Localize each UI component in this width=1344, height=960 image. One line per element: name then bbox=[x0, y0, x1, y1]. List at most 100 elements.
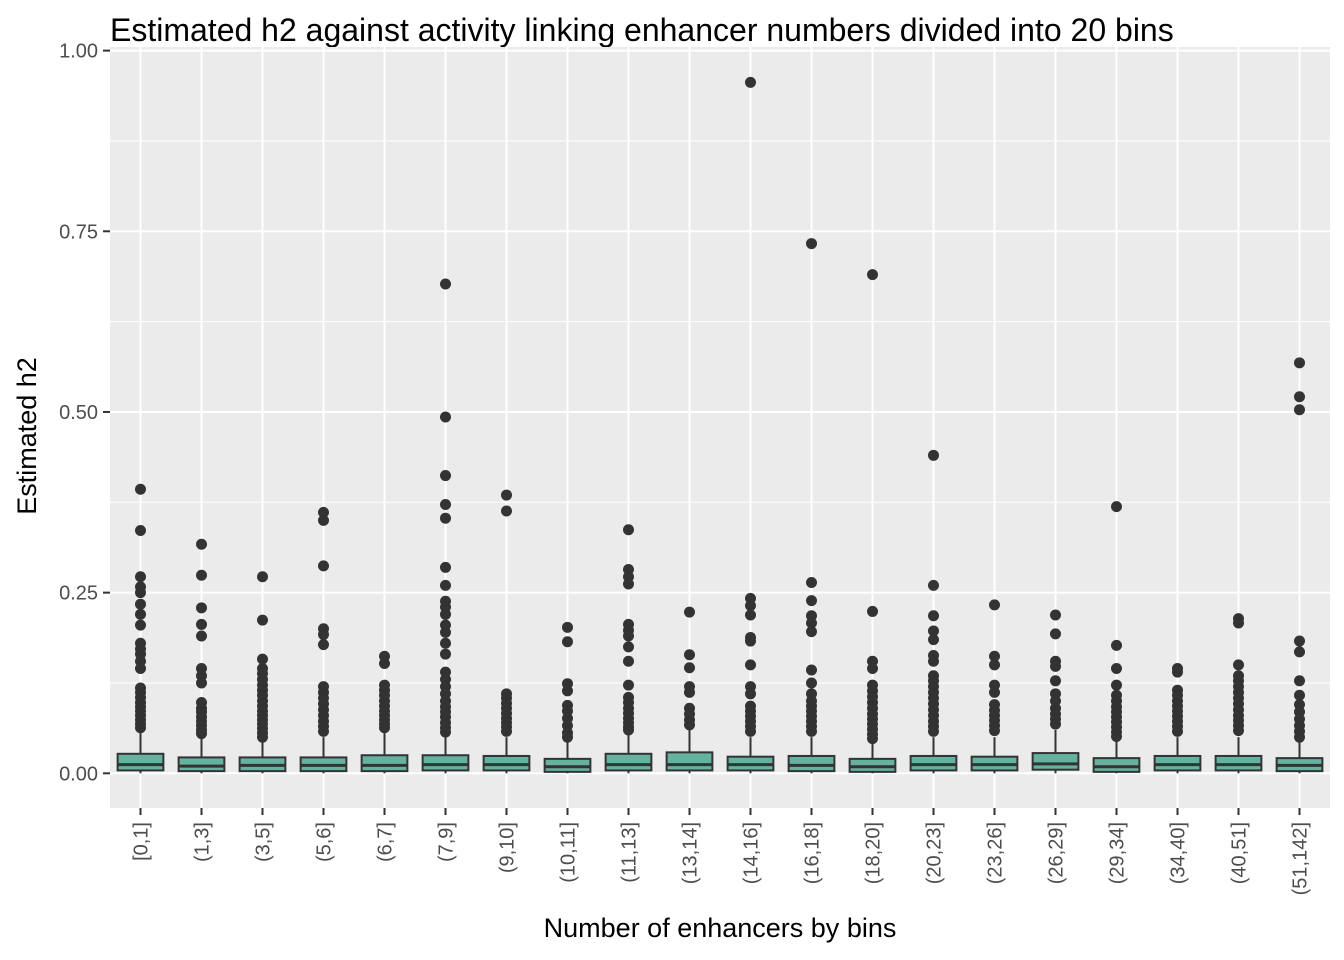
box-(10,11] bbox=[543, 621, 592, 774]
outlier-point bbox=[135, 663, 146, 675]
outlier-point bbox=[1233, 725, 1244, 737]
outlier-point bbox=[867, 605, 878, 617]
outlier-point bbox=[440, 278, 451, 290]
box-iqr bbox=[177, 756, 226, 773]
outlier-point bbox=[135, 587, 146, 599]
outlier-point bbox=[1111, 679, 1122, 691]
outlier-point bbox=[135, 483, 146, 495]
outlier-point bbox=[806, 617, 817, 629]
outlier-point bbox=[440, 411, 451, 423]
outlier-point bbox=[379, 657, 390, 669]
outlier-point bbox=[1233, 659, 1244, 671]
outlier-point bbox=[196, 728, 207, 740]
outlier-point bbox=[562, 731, 573, 743]
x-tick-label: (20,23] bbox=[924, 822, 946, 884]
outlier-point bbox=[806, 595, 817, 607]
box-(18,20] bbox=[848, 269, 897, 774]
outlier-point bbox=[623, 724, 634, 736]
box-(11,13] bbox=[604, 524, 653, 774]
box-(16,18] bbox=[787, 238, 836, 774]
y-tick-label: 0.25 bbox=[59, 583, 98, 605]
outlier-point bbox=[623, 655, 634, 667]
box-(3,5] bbox=[238, 571, 287, 774]
outlier-point bbox=[318, 560, 329, 572]
x-tick-label: (1,3] bbox=[192, 822, 214, 862]
outlier-point bbox=[562, 621, 573, 633]
x-tick-label: (10,11] bbox=[558, 822, 580, 883]
outlier-point bbox=[318, 506, 329, 518]
outlier-point bbox=[440, 579, 451, 591]
outlier-point bbox=[928, 655, 939, 667]
outlier-point bbox=[867, 733, 878, 745]
plot-panel bbox=[110, 47, 1330, 808]
box-(34,40] bbox=[1153, 663, 1202, 774]
outlier-point bbox=[745, 76, 756, 88]
x-tick-label: (11,13] bbox=[619, 822, 641, 883]
box-iqr bbox=[421, 754, 470, 772]
outlier-point bbox=[440, 626, 451, 638]
outlier-point bbox=[1050, 675, 1061, 687]
outlier-point bbox=[135, 598, 146, 610]
outlier-point bbox=[928, 449, 939, 461]
outlier-point bbox=[196, 630, 207, 642]
outlier-point bbox=[501, 489, 512, 501]
x-tick-label: (29,34] bbox=[1107, 822, 1129, 884]
outlier-point bbox=[928, 725, 939, 737]
outlier-point bbox=[1111, 730, 1122, 742]
x-tick-label: (3,5] bbox=[253, 822, 275, 862]
box-(14,16] bbox=[726, 76, 775, 774]
outlier-point bbox=[745, 725, 756, 737]
outlier-point bbox=[1294, 635, 1305, 647]
box-(7,9] bbox=[421, 278, 470, 774]
box-(13,14] bbox=[665, 606, 714, 774]
outlier-point bbox=[562, 636, 573, 648]
outlier-point bbox=[440, 608, 451, 620]
outlier-point bbox=[1294, 391, 1305, 403]
x-axis: [0,1] (1,3] (3,5] (5,6] (6,7] (7,9] (9,10] (10,… bbox=[131, 808, 1312, 895]
outlier-point bbox=[1111, 501, 1122, 513]
x-tick-label: (6,7] bbox=[375, 822, 397, 862]
x-tick-label: (51,142] bbox=[1290, 822, 1312, 895]
outlier-point bbox=[867, 269, 878, 281]
outlier-point bbox=[501, 505, 512, 517]
outlier-point bbox=[928, 625, 939, 637]
x-tick-label: (13,14] bbox=[680, 822, 702, 884]
outlier-point bbox=[1294, 689, 1305, 701]
y-tick-label: 1.00 bbox=[59, 41, 98, 63]
outlier-point bbox=[684, 649, 695, 661]
outlier-point bbox=[440, 512, 451, 524]
box-(40,51] bbox=[1214, 613, 1263, 774]
box-iqr bbox=[1092, 757, 1141, 773]
outlier-point bbox=[1172, 666, 1183, 678]
box-(51,142] bbox=[1275, 357, 1324, 774]
outlier-point bbox=[562, 685, 573, 697]
outlier-point bbox=[196, 677, 207, 689]
x-tick-label: [0,1] bbox=[131, 822, 153, 861]
outlier-point bbox=[806, 677, 817, 689]
outlier-point bbox=[806, 577, 817, 589]
outlier-point bbox=[623, 630, 634, 642]
outlier-point bbox=[440, 648, 451, 660]
y-tick-label: 0.00 bbox=[59, 763, 98, 785]
outlier-point bbox=[745, 609, 756, 621]
outlier-point bbox=[1050, 609, 1061, 621]
chart-title: Estimated h2 against activity linking en… bbox=[110, 12, 1174, 48]
x-tick-label: (9,10] bbox=[497, 822, 519, 873]
box-iqr bbox=[1031, 752, 1080, 771]
outlier-point bbox=[1111, 639, 1122, 651]
outlier-point bbox=[1294, 646, 1305, 658]
outlier-point bbox=[745, 600, 756, 612]
outlier-point bbox=[257, 653, 268, 665]
outlier-point bbox=[928, 634, 939, 646]
outlier-point bbox=[623, 578, 634, 590]
outlier-point bbox=[989, 650, 1000, 662]
x-tick-label: (14,16] bbox=[741, 822, 763, 884]
x-tick-label: (40,51] bbox=[1229, 822, 1251, 884]
y-tick-label: 0.50 bbox=[59, 402, 98, 424]
outlier-point bbox=[806, 664, 817, 676]
outlier-point bbox=[684, 719, 695, 731]
outlier-point bbox=[1050, 660, 1061, 672]
box-iqr bbox=[604, 752, 653, 772]
outlier-point bbox=[440, 726, 451, 738]
x-tick-label: (23,26] bbox=[985, 822, 1007, 884]
